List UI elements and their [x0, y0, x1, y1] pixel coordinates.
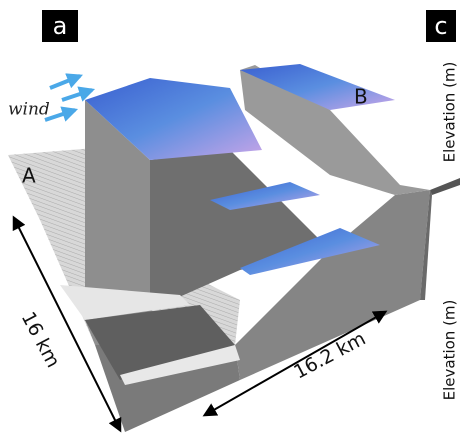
dimension-arrow [202, 310, 388, 417]
right-top [240, 64, 395, 110]
dune-trough [150, 150, 330, 310]
point-label: B [354, 85, 368, 109]
axis-label: Elevation (m) [441, 62, 459, 163]
wind-arrow [49, 73, 83, 90]
terrain-model [8, 64, 460, 432]
panel-label: a [53, 12, 68, 40]
point-label: A [22, 164, 36, 188]
panel-label-box [42, 10, 78, 42]
dune-crest-1 [210, 182, 320, 210]
left-top [85, 78, 262, 160]
panel-label: c [434, 12, 447, 40]
step-2 [85, 305, 235, 380]
wind-arrow [61, 86, 96, 102]
axis-label: Elevation (m) [441, 300, 459, 401]
left-wall [85, 100, 235, 345]
wind-arrows [44, 73, 96, 122]
dune-crest-2 [240, 228, 380, 275]
wind-label: wind [8, 100, 50, 120]
right-ridge [240, 65, 430, 195]
right-face [420, 190, 432, 300]
dimension-arrow [12, 215, 122, 433]
right-edge [430, 178, 460, 195]
wind-arrow [44, 106, 79, 122]
panel-label-box [426, 10, 456, 42]
dimension-label: 16 km [17, 308, 64, 371]
